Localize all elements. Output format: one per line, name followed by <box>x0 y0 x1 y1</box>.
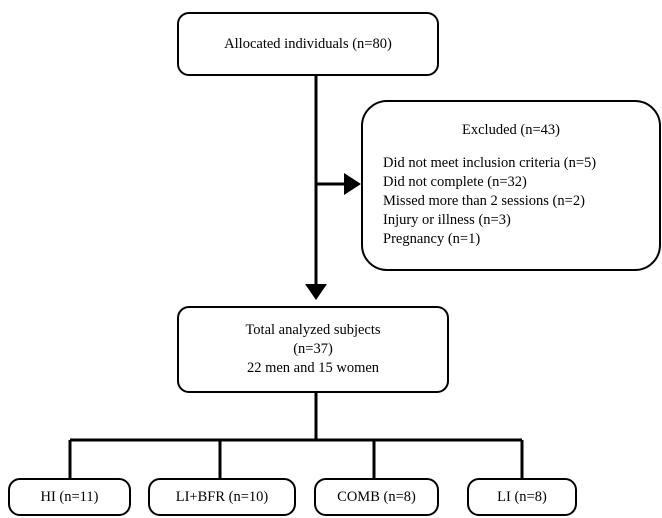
group-box-libfr: LI+BFR (n=10) <box>148 478 296 516</box>
allocated-label: Allocated individuals (n=80) <box>224 35 392 52</box>
excluded-box: Excluded (n=43) Did not meet inclusion c… <box>361 100 661 271</box>
group-label-libfr: LI+BFR (n=10) <box>175 488 269 505</box>
analyzed-demographics: 22 men and 15 women <box>246 360 380 376</box>
group-label-comb: COMB (n=8) <box>337 488 416 505</box>
analyzed-title: Total analyzed subjects <box>245 322 381 338</box>
excluded-title: Excluded (n=43) <box>462 122 560 138</box>
group-label-li: LI (n=8) <box>497 488 547 505</box>
analyzed-count: (n=37) <box>293 341 333 357</box>
excluded-reason: Did not meet inclusion criteria (n=5) <box>383 155 597 171</box>
group-box-hi: HI (n=11) <box>8 478 131 516</box>
group-box-li: LI (n=8) <box>467 478 577 516</box>
arrowhead-to-analyzed <box>305 284 327 300</box>
excluded-reason: Pregnancy (n=1) <box>383 231 481 247</box>
group-label-hi: HI (n=11) <box>40 488 99 505</box>
allocated-box: Allocated individuals (n=80) <box>177 12 439 76</box>
arrowhead-to-excluded <box>344 173 361 195</box>
excluded-reason: Injury or illness (n=3) <box>383 212 511 228</box>
excluded-reason: Did not complete (n=32) <box>383 174 527 190</box>
analyzed-box: Total analyzed subjects (n=37) 22 men an… <box>177 306 449 393</box>
group-box-comb: COMB (n=8) <box>314 478 439 516</box>
excluded-reason: Missed more than 2 sessions (n=2) <box>383 193 585 209</box>
excluded-reasons-list: Did not meet inclusion criteria (n=5) Di… <box>383 154 596 249</box>
